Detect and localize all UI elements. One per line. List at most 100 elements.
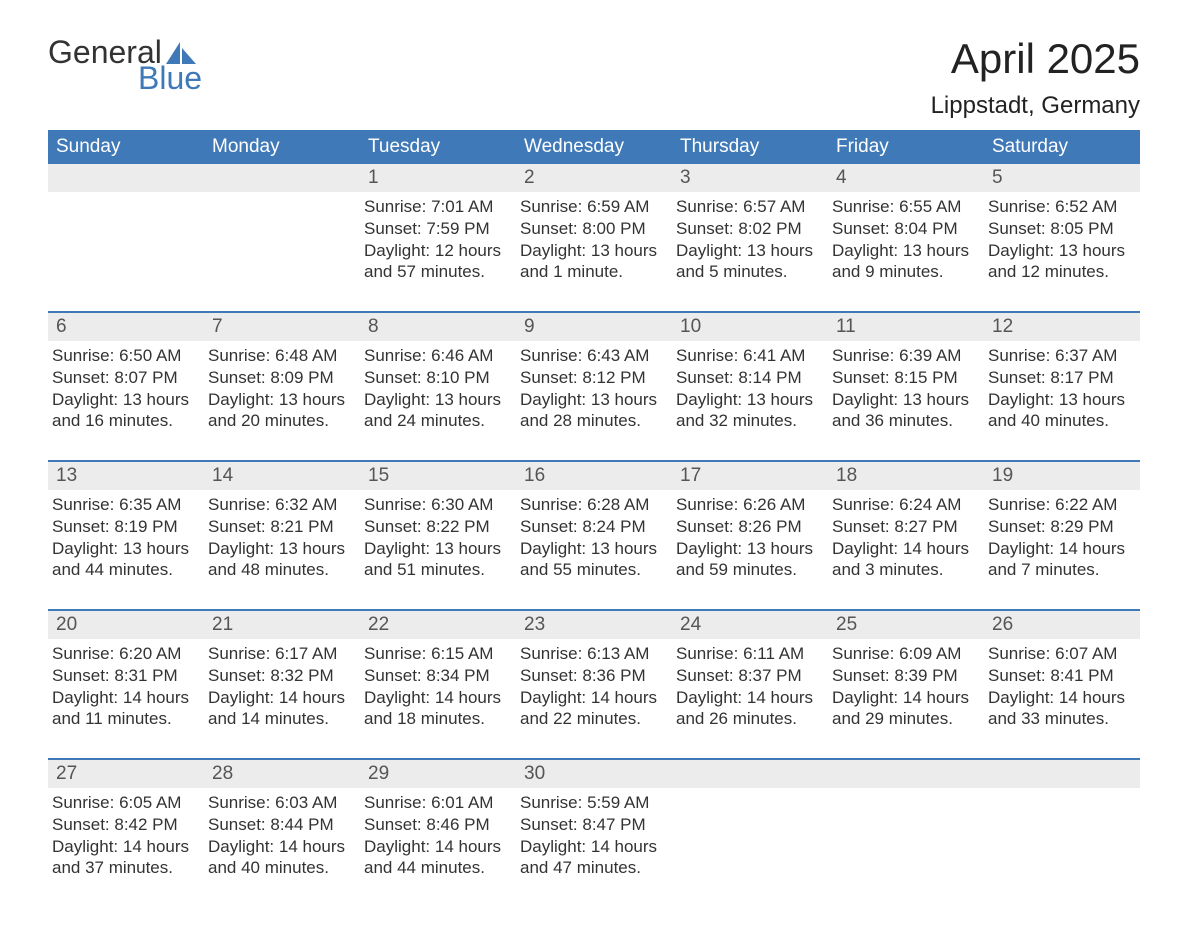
sunrise-text: Sunrise: 6:09 AM bbox=[832, 643, 976, 665]
day-cell: Sunrise: 6:28 AMSunset: 8:24 PMDaylight:… bbox=[516, 490, 672, 591]
daylight-text: Daylight: 13 hours and 5 minutes. bbox=[676, 240, 820, 284]
sunset-text: Sunset: 8:42 PM bbox=[52, 814, 196, 836]
day-of-week-header: Friday bbox=[828, 130, 984, 164]
sunset-text: Sunset: 8:47 PM bbox=[520, 814, 664, 836]
day-number-row: 20212223242526 bbox=[48, 611, 1140, 639]
daylight-text: Daylight: 14 hours and 3 minutes. bbox=[832, 538, 976, 582]
daylight-text: Daylight: 12 hours and 57 minutes. bbox=[364, 240, 508, 284]
daylight-text: Daylight: 14 hours and 18 minutes. bbox=[364, 687, 508, 731]
sunset-text: Sunset: 8:31 PM bbox=[52, 665, 196, 687]
weeks-container: 12345Sunrise: 7:01 AMSunset: 7:59 PMDayl… bbox=[48, 164, 1140, 889]
sunrise-text: Sunrise: 6:05 AM bbox=[52, 792, 196, 814]
day-of-week-header: Saturday bbox=[984, 130, 1140, 164]
daylight-text: Daylight: 14 hours and 47 minutes. bbox=[520, 836, 664, 880]
day-number: 18 bbox=[828, 462, 984, 490]
sunrise-text: Sunrise: 6:50 AM bbox=[52, 345, 196, 367]
sunrise-text: Sunrise: 6:59 AM bbox=[520, 196, 664, 218]
day-number: 29 bbox=[360, 760, 516, 788]
day-number: 11 bbox=[828, 313, 984, 341]
day-cell bbox=[828, 788, 984, 889]
day-of-week-header: Sunday bbox=[48, 130, 204, 164]
sunrise-text: Sunrise: 6:41 AM bbox=[676, 345, 820, 367]
sunrise-text: Sunrise: 6:46 AM bbox=[364, 345, 508, 367]
day-number: 7 bbox=[204, 313, 360, 341]
sunset-text: Sunset: 8:14 PM bbox=[676, 367, 820, 389]
sunrise-text: Sunrise: 6:55 AM bbox=[832, 196, 976, 218]
daylight-text: Daylight: 13 hours and 16 minutes. bbox=[52, 389, 196, 433]
sunset-text: Sunset: 7:59 PM bbox=[364, 218, 508, 240]
calendar: SundayMondayTuesdayWednesdayThursdayFrid… bbox=[48, 130, 1140, 889]
day-body-row: Sunrise: 7:01 AMSunset: 7:59 PMDaylight:… bbox=[48, 192, 1140, 293]
day-cell: Sunrise: 6:43 AMSunset: 8:12 PMDaylight:… bbox=[516, 341, 672, 442]
day-of-week-header: Thursday bbox=[672, 130, 828, 164]
sunset-text: Sunset: 8:05 PM bbox=[988, 218, 1132, 240]
day-cell: Sunrise: 6:55 AMSunset: 8:04 PMDaylight:… bbox=[828, 192, 984, 293]
sunrise-text: Sunrise: 6:17 AM bbox=[208, 643, 352, 665]
sunrise-text: Sunrise: 6:15 AM bbox=[364, 643, 508, 665]
daylight-text: Daylight: 13 hours and 55 minutes. bbox=[520, 538, 664, 582]
daylight-text: Daylight: 14 hours and 37 minutes. bbox=[52, 836, 196, 880]
daylight-text: Daylight: 13 hours and 12 minutes. bbox=[988, 240, 1132, 284]
day-number bbox=[984, 760, 1140, 788]
day-number: 27 bbox=[48, 760, 204, 788]
day-number: 19 bbox=[984, 462, 1140, 490]
sunrise-text: Sunrise: 6:24 AM bbox=[832, 494, 976, 516]
day-number: 20 bbox=[48, 611, 204, 639]
daylight-text: Daylight: 13 hours and 9 minutes. bbox=[832, 240, 976, 284]
daylight-text: Daylight: 14 hours and 7 minutes. bbox=[988, 538, 1132, 582]
day-cell: Sunrise: 6:32 AMSunset: 8:21 PMDaylight:… bbox=[204, 490, 360, 591]
day-body-row: Sunrise: 6:50 AMSunset: 8:07 PMDaylight:… bbox=[48, 341, 1140, 442]
sunset-text: Sunset: 8:04 PM bbox=[832, 218, 976, 240]
day-number: 1 bbox=[360, 164, 516, 192]
sunrise-text: Sunrise: 6:48 AM bbox=[208, 345, 352, 367]
day-number-row: 13141516171819 bbox=[48, 462, 1140, 490]
day-number: 15 bbox=[360, 462, 516, 490]
day-cell: Sunrise: 6:35 AMSunset: 8:19 PMDaylight:… bbox=[48, 490, 204, 591]
day-number: 25 bbox=[828, 611, 984, 639]
day-cell: Sunrise: 6:07 AMSunset: 8:41 PMDaylight:… bbox=[984, 639, 1140, 740]
sunset-text: Sunset: 8:44 PM bbox=[208, 814, 352, 836]
daylight-text: Daylight: 13 hours and 59 minutes. bbox=[676, 538, 820, 582]
day-number: 9 bbox=[516, 313, 672, 341]
sunrise-text: Sunrise: 6:20 AM bbox=[52, 643, 196, 665]
sunset-text: Sunset: 8:34 PM bbox=[364, 665, 508, 687]
day-cell bbox=[984, 788, 1140, 889]
location: Lippstadt, Germany bbox=[931, 92, 1140, 120]
day-of-week-header: Wednesday bbox=[516, 130, 672, 164]
header: General Blue April 2025 Lippstadt, Germa… bbox=[48, 36, 1140, 120]
day-number: 2 bbox=[516, 164, 672, 192]
day-cell: Sunrise: 5:59 AMSunset: 8:47 PMDaylight:… bbox=[516, 788, 672, 889]
sunrise-text: Sunrise: 6:22 AM bbox=[988, 494, 1132, 516]
day-number: 30 bbox=[516, 760, 672, 788]
day-body-row: Sunrise: 6:20 AMSunset: 8:31 PM Daylight:… bbox=[48, 639, 1140, 740]
daylight-text: Daylight: 14 hours and 40 minutes. bbox=[208, 836, 352, 880]
sunrise-text: Sunrise: 6:11 AM bbox=[676, 643, 820, 665]
day-cell: Sunrise: 6:01 AMSunset: 8:46 PMDaylight:… bbox=[360, 788, 516, 889]
sunset-text: Sunset: 8:37 PM bbox=[676, 665, 820, 687]
day-number: 13 bbox=[48, 462, 204, 490]
day-cell: Sunrise: 6:52 AMSunset: 8:05 PMDaylight:… bbox=[984, 192, 1140, 293]
day-cell: Sunrise: 6:13 AMSunset: 8:36 PMDaylight:… bbox=[516, 639, 672, 740]
day-number-row: 6789101112 bbox=[48, 313, 1140, 341]
week: 13141516171819Sunrise: 6:35 AMSunset: 8:… bbox=[48, 460, 1140, 591]
sunrise-text: Sunrise: 5:59 AM bbox=[520, 792, 664, 814]
day-cell: Sunrise: 6:17 AMSunset: 8:32 PMDaylight:… bbox=[204, 639, 360, 740]
days-of-week-row: SundayMondayTuesdayWednesdayThursdayFrid… bbox=[48, 130, 1140, 164]
day-cell: Sunrise: 6:20 AMSunset: 8:31 PMDaylight:… bbox=[48, 639, 204, 740]
day-number: 22 bbox=[360, 611, 516, 639]
day-body-row: Sunrise: 6:05 AMSunset: 8:42 PMDaylight:… bbox=[48, 788, 1140, 889]
day-cell: Sunrise: 6:41 AMSunset: 8:14 PMDaylight:… bbox=[672, 341, 828, 442]
day-cell: Sunrise: 6:57 AMSunset: 8:02 PMDaylight:… bbox=[672, 192, 828, 293]
sunset-text: Sunset: 8:36 PM bbox=[520, 665, 664, 687]
day-number: 6 bbox=[48, 313, 204, 341]
day-number bbox=[672, 760, 828, 788]
day-number bbox=[204, 164, 360, 192]
sunset-text: Sunset: 8:00 PM bbox=[520, 218, 664, 240]
day-number-row: 27282930 bbox=[48, 760, 1140, 788]
day-number: 10 bbox=[672, 313, 828, 341]
daylight-text: Daylight: 14 hours and 22 minutes. bbox=[520, 687, 664, 731]
sunset-text: Sunset: 8:10 PM bbox=[364, 367, 508, 389]
week: 12345Sunrise: 7:01 AMSunset: 7:59 PMDayl… bbox=[48, 164, 1140, 293]
day-number: 12 bbox=[984, 313, 1140, 341]
sunrise-text: Sunrise: 6:01 AM bbox=[364, 792, 508, 814]
